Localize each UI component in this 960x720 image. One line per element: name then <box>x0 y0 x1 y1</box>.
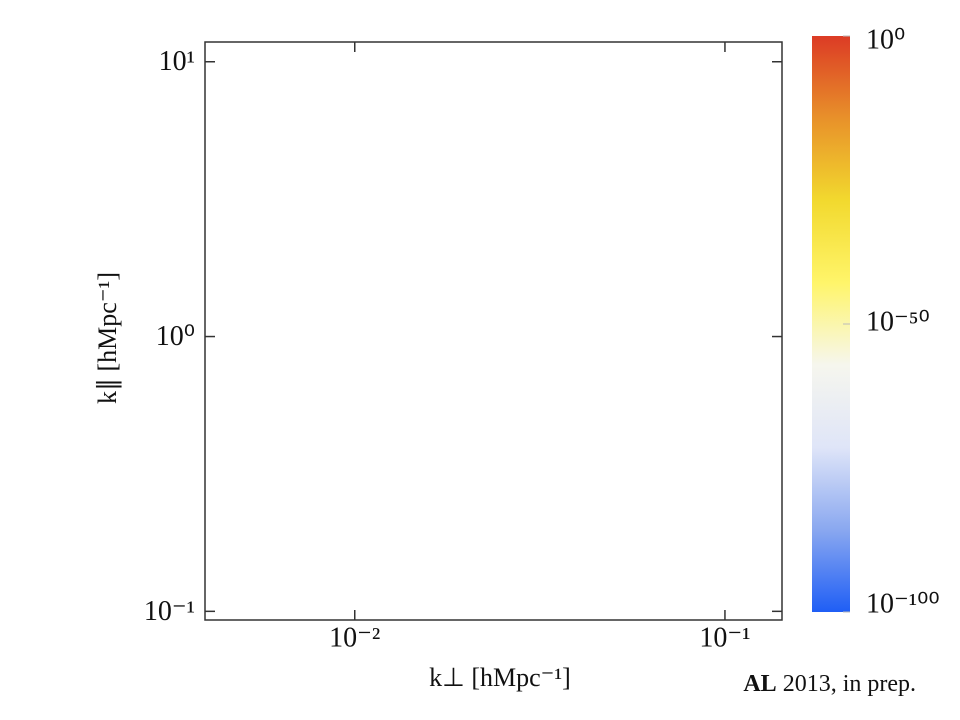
x-tick-label: 10⁻² <box>329 622 380 653</box>
y-tick-label: 10⁻¹ <box>144 596 195 627</box>
x-tick-label: 10⁻¹ <box>699 622 750 653</box>
credit: AL 2013, in prep. <box>743 671 916 697</box>
x-axis-label: k⊥ [hMpc⁻¹] <box>429 663 571 692</box>
credit-text: 2013, in prep. <box>783 671 916 697</box>
credit-bold: AL <box>743 671 776 697</box>
y-tick-label: 10⁰ <box>156 321 195 352</box>
colorbar-tick-label: 10⁰ <box>866 24 905 55</box>
colorbar-tick-label: 10⁻⁵⁰ <box>866 306 930 337</box>
y-axis-label: k∥ [hMpc⁻¹] <box>93 272 122 404</box>
colorbar-tick-label: 10⁻¹⁰⁰ <box>866 588 940 619</box>
y-tick-label: 10¹ <box>159 46 195 77</box>
plot-frame <box>204 41 783 621</box>
